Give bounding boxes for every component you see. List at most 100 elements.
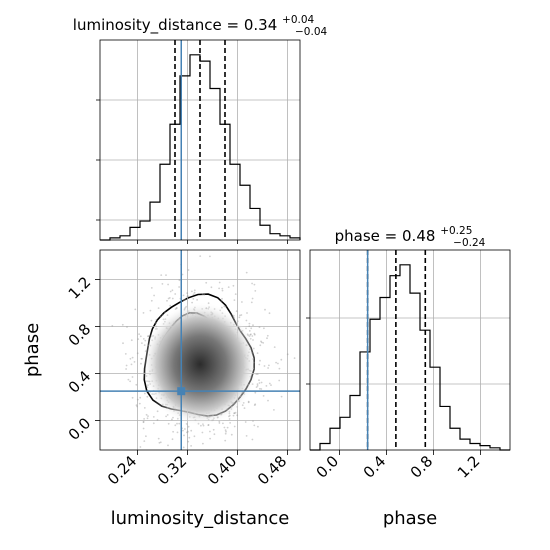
sample-point [229, 422, 232, 424]
sample-point [228, 418, 231, 420]
sample-point [209, 255, 211, 258]
sample-point [182, 294, 185, 297]
sample-point [273, 346, 276, 348]
sample-point [125, 364, 128, 367]
sample-point [247, 401, 250, 404]
sample-point [253, 332, 256, 335]
sample-point [143, 440, 146, 442]
sample-point [245, 319, 248, 322]
sample-point [201, 431, 204, 434]
sample-point [268, 364, 270, 367]
sample-point [130, 363, 133, 366]
sample-point [224, 429, 227, 431]
x-axis-label-luminosity-distance: luminosity_distance [111, 508, 290, 529]
sample-point [241, 301, 243, 303]
sample-point [167, 297, 170, 300]
joint-ytick-label-2: 0.8 [65, 320, 95, 350]
sample-point [268, 382, 271, 385]
sample-point [174, 293, 177, 295]
phase-xtick-label-2: 0.8 [407, 452, 437, 482]
sample-point [121, 323, 124, 326]
sample-point [157, 437, 160, 440]
sample-point [235, 310, 238, 313]
joint-xtick-label-3: 0.48 [254, 452, 290, 488]
sample-point [152, 422, 155, 425]
sample-point [156, 419, 159, 421]
sample-point [176, 422, 178, 425]
joint-panel-frame [99, 249, 301, 451]
sample-point [122, 342, 124, 345]
sample-point [251, 438, 254, 441]
sample-point [174, 424, 177, 427]
phase-xtick-label-3: 1.2 [454, 452, 484, 482]
sample-point [259, 359, 261, 362]
phase-histogram [310, 264, 510, 451]
sample-point [244, 421, 247, 423]
sample-point [267, 367, 269, 369]
sample-point [248, 325, 251, 328]
sample-point [280, 358, 283, 361]
sample-point [243, 407, 246, 409]
sample-point [260, 340, 262, 343]
sample-point [143, 418, 146, 420]
sample-point [147, 415, 149, 417]
sample-point [253, 333, 256, 336]
sample-point [256, 383, 259, 386]
x-axis-label-phase: phase [383, 508, 437, 529]
sample-point [137, 338, 140, 340]
sample-point [157, 307, 160, 309]
sample-point [153, 294, 156, 297]
phase-panel-frame [309, 249, 511, 451]
top-panel-frame [99, 39, 301, 241]
joint-ytick-label-3: 1.2 [65, 273, 95, 303]
sample-point [257, 425, 259, 428]
sample-point [139, 335, 142, 338]
y-axis-label-phase: phase [22, 323, 43, 377]
sample-point [150, 319, 153, 322]
sample-point [225, 430, 227, 433]
sample-point [139, 446, 142, 448]
sample-point [254, 391, 257, 394]
sample-point [169, 304, 172, 307]
sample-point [144, 392, 146, 395]
sample-point [130, 339, 133, 342]
sample-point [171, 438, 174, 441]
sample-point [252, 420, 254, 422]
sample-point [161, 314, 164, 317]
sample-point [232, 414, 235, 417]
sample-point [252, 324, 254, 327]
sample-point [221, 297, 223, 300]
sample-point [258, 379, 260, 382]
sample-point [159, 441, 162, 444]
sample-point [141, 342, 143, 344]
sample-point [191, 290, 193, 293]
luminosity-distance-histogram-panel [96, 39, 301, 244]
joint-density-panel: 0.24 0.32 0.40 0.48 0.0 0.4 0.8 1.2 [65, 249, 301, 488]
sample-point [131, 396, 134, 399]
sample-point [266, 337, 268, 340]
sample-point [187, 430, 189, 433]
sample-point [186, 296, 189, 298]
sample-point [201, 293, 204, 296]
sample-point [171, 418, 173, 421]
sample-point [181, 273, 184, 276]
sample-point [145, 435, 147, 438]
joint-xtick-label-1: 0.32 [154, 452, 190, 488]
sample-point [247, 400, 250, 403]
sample-point [256, 385, 259, 387]
sample-point [178, 286, 181, 288]
sample-point [258, 326, 261, 329]
sample-point [149, 309, 152, 312]
sample-point [150, 287, 153, 289]
sample-point [184, 298, 186, 301]
sample-point [187, 425, 190, 428]
sample-point [192, 298, 195, 300]
sample-point [262, 342, 265, 344]
sample-point [144, 339, 147, 342]
sample-point [193, 291, 196, 294]
sample-point [140, 362, 142, 365]
sample-point [227, 286, 230, 288]
sample-point [127, 378, 130, 381]
sample-point [275, 361, 277, 364]
sample-point [178, 279, 181, 282]
